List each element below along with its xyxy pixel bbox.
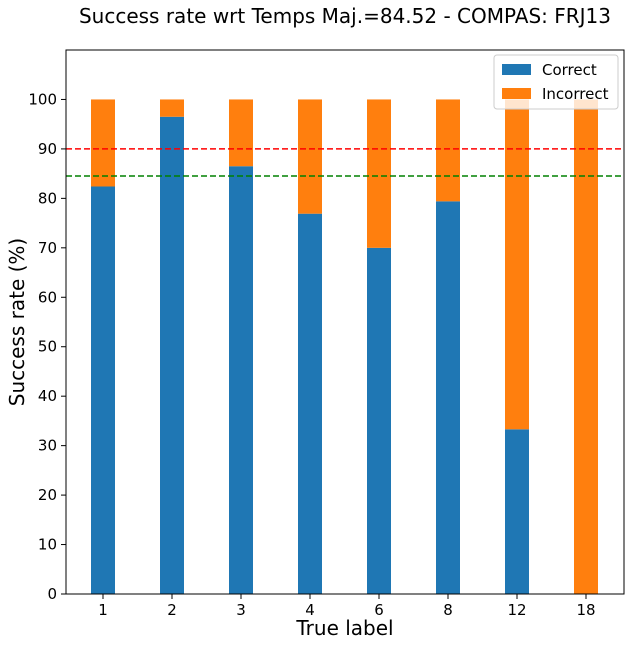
bar-incorrect-6 [367,99,391,248]
x-tick-label-2: 2 [167,601,177,619]
y-tick-label-10: 10 [38,536,57,554]
y-tick-label-50: 50 [38,338,57,356]
bar-correct-8 [436,201,460,594]
bar-incorrect-1 [91,99,115,187]
chart-title: Success rate wrt Temps Maj.=84.52 - COMP… [79,4,611,28]
y-tick-label-100: 100 [28,90,57,108]
y-tick-label-80: 80 [38,189,57,207]
bar-correct-1 [91,186,115,594]
bar-correct-4 [298,213,322,594]
bar-correct-2 [160,116,184,594]
legend-swatch-incorrect [502,88,531,99]
bar-incorrect-8 [436,99,460,202]
y-tick-label-30: 30 [38,437,57,455]
y-tick-label-70: 70 [38,239,57,257]
y-tick-label-60: 60 [38,288,57,306]
y-tick-label-0: 0 [47,585,57,603]
bar-correct-12 [505,429,529,594]
x-tick-label-8: 8 [443,601,453,619]
bar-correct-6 [367,247,391,594]
bar-incorrect-12 [505,99,529,430]
legend-swatch-correct [502,64,531,75]
y-axis-title: Success rate (%) [5,238,29,406]
bar-incorrect-18 [574,99,598,595]
bar-incorrect-4 [298,99,322,214]
bar-correct-3 [229,166,253,594]
x-tick-label-3: 3 [236,601,246,619]
plot-frame [65,49,625,595]
y-tick-label-20: 20 [38,486,57,504]
x-axis-title: True label [295,616,393,640]
legend: Correct Incorrect [493,54,619,110]
legend-label-correct: Correct [542,61,597,79]
legend-label-incorrect: Incorrect [542,85,609,103]
y-tick-label-40: 40 [38,387,57,405]
y-tick-label-90: 90 [38,140,57,158]
x-tick-label-18: 18 [576,601,595,619]
x-tick-label-12: 12 [507,601,526,619]
x-tick-label-4: 4 [305,601,315,619]
x-tick-label-6: 6 [374,601,384,619]
bar-incorrect-2 [160,99,184,117]
x-tick-label-1: 1 [98,601,108,619]
bar-incorrect-3 [229,99,253,167]
